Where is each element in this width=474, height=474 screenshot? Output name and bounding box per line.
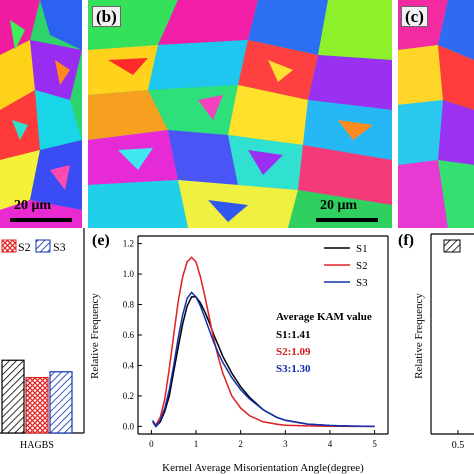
kam-annotation-s1: S1:1.41 <box>276 329 311 341</box>
kam-y-axis-label: Relative Frequency <box>89 293 101 379</box>
hagbs-bar-s1 <box>1 359 25 434</box>
panel-label-c: (c) <box>401 6 428 27</box>
kam-x-axis-label: Kernel Average Misorientation Angle(degr… <box>162 462 364 474</box>
ebsd-texture-b <box>88 0 392 228</box>
legend-swatch-s2 <box>1 239 17 253</box>
kam-x-tick-label: 2 <box>238 439 243 449</box>
scale-bar-a <box>10 218 72 222</box>
kam-x-tick-label: 0 <box>149 439 154 449</box>
kam-y-tick-label: 0.8 <box>123 300 135 310</box>
f-chart-svg: 0.5 Relative Frequency <box>413 233 474 451</box>
panel-label-e: (e) <box>92 232 110 249</box>
panel-label-f: (f) <box>398 232 414 249</box>
scale-label-b: 20 μm <box>320 198 358 213</box>
legend-swatch-s3 <box>35 239 51 253</box>
f-chart-panel: 0.5 Relative Frequency (f) <box>398 228 474 474</box>
kam-x-tick-label: 4 <box>328 439 333 449</box>
category-label-hagbs: HAGBS <box>20 440 54 451</box>
kam-y-tick-label: 1.0 <box>123 269 135 279</box>
kam-annotation-s3: S3:1.30 <box>276 363 311 375</box>
kam-legend-label-s2: S2 <box>356 260 368 272</box>
kam-x-tick-label: 3 <box>283 439 288 449</box>
kam-y-tick-label: 0.2 <box>123 391 134 401</box>
kam-annotation-title: Average KAM value <box>276 311 372 323</box>
ebsd-map-b: (b) 20 μm <box>88 0 392 228</box>
ebsd-map-a: 20 μm <box>0 0 82 228</box>
ebsd-map-c: (c) <box>398 0 474 228</box>
ebsd-texture-a <box>0 0 82 228</box>
kam-line-chart: 0 1 2 3 4 5 0.0 0.2 0.4 0.6 0.8 1.0 1.2 S1 S2 S3 Avera… <box>89 235 389 474</box>
ebsd-texture-c <box>398 0 474 228</box>
hagbs-bar-svg: S2 S3 HAGBS <box>0 228 85 451</box>
kam-y-tick-label: 0.0 <box>123 421 135 431</box>
hagbs-bar-s3 <box>49 371 73 434</box>
hagbs-bar-chart: S2 S3 HAGBS <box>0 228 88 474</box>
scale-label-a: 20 μm <box>14 198 52 213</box>
kam-series-s3 <box>152 291 375 428</box>
kam-chart-panel: 0 1 2 3 4 5 0.0 0.2 0.4 0.6 0.8 1.0 1.2 S1 S2 S3 Avera… <box>88 228 398 474</box>
hagbs-bar-s2 <box>25 376 49 434</box>
legend-label-s3: S3 <box>53 240 66 254</box>
kam-series-s2 <box>152 256 375 428</box>
kam-x-tick-label: 1 <box>194 439 199 449</box>
kam-legend-label-s1: S1 <box>356 243 368 255</box>
kam-y-tick-label: 0.4 <box>123 360 135 370</box>
f-y-axis-label: Relative Frequency <box>413 293 425 379</box>
panel-label-b: (b) <box>92 6 121 27</box>
f-legend-swatch <box>443 239 461 253</box>
scale-bar-b <box>316 218 378 222</box>
kam-x-tick-label: 5 <box>372 439 377 449</box>
kam-legend-label-s3: S3 <box>356 277 368 289</box>
kam-y-tick-label: 1.2 <box>123 239 134 249</box>
kam-y-tick-label: 0.6 <box>123 330 135 340</box>
kam-annotation-s2: S2:1.09 <box>276 346 311 358</box>
f-tick-label-05: 0.5 <box>452 440 465 451</box>
legend-label-s2: S2 <box>18 240 31 254</box>
